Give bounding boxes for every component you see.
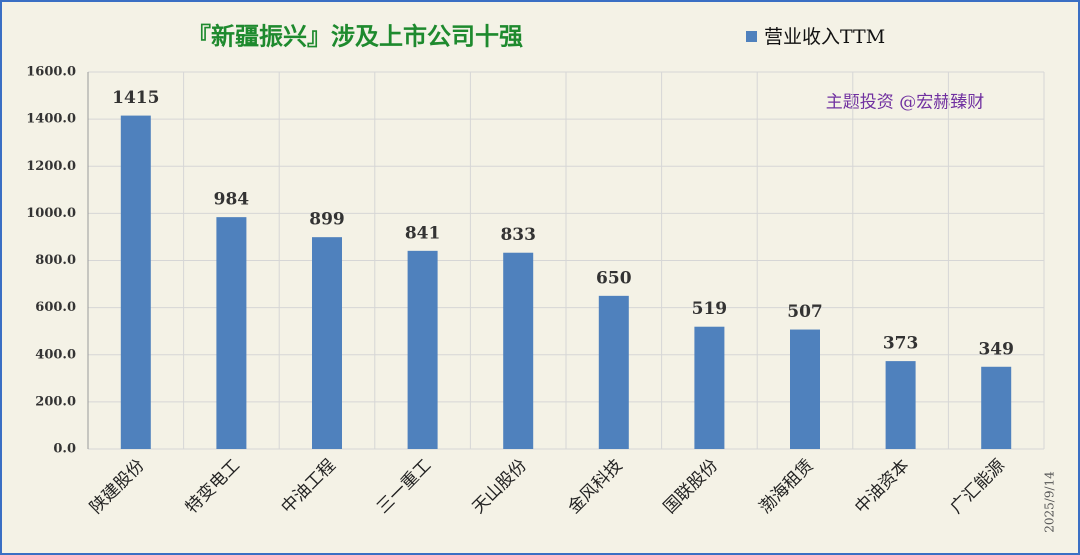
bar: [981, 366, 1012, 449]
legend-label: 营业收入TTM: [764, 26, 885, 48]
y-tick-label: 1600.0: [26, 65, 76, 80]
bar: [216, 217, 247, 449]
y-tick-label: 1200.0: [26, 159, 76, 174]
bar: [120, 115, 151, 449]
y-tick-label: 800.0: [35, 253, 76, 268]
date: 2025/9/14: [1043, 471, 1057, 533]
y-tick-label: 1000.0: [26, 206, 76, 221]
bar: [407, 250, 438, 449]
bar: [503, 252, 534, 449]
data-label: 650: [596, 268, 632, 288]
data-label: 349: [978, 339, 1014, 359]
data-label: 984: [214, 190, 250, 210]
y-tick-label: 600.0: [35, 300, 76, 315]
data-label: 841: [405, 223, 441, 243]
y-tick-label: 400.0: [35, 347, 76, 362]
bar: [790, 329, 820, 449]
bar: [598, 295, 629, 449]
annotation: 主题投资 @宏赫臻财: [826, 93, 984, 113]
legend-swatch: [746, 31, 757, 42]
data-label: 1415: [112, 88, 159, 108]
chart-title: 『新疆振兴』涉及上市公司十强: [187, 22, 523, 51]
y-tick-label: 1400.0: [26, 112, 76, 127]
bar: [885, 361, 916, 449]
data-label: 373: [883, 334, 919, 354]
y-tick-label: 0.0: [53, 442, 76, 457]
data-label: 507: [787, 302, 823, 322]
data-label: 519: [692, 299, 728, 319]
data-label: 899: [309, 210, 345, 230]
data-label: 833: [500, 225, 536, 245]
y-tick-label: 200.0: [35, 394, 76, 409]
bar: [312, 237, 342, 449]
bar: [694, 326, 725, 449]
